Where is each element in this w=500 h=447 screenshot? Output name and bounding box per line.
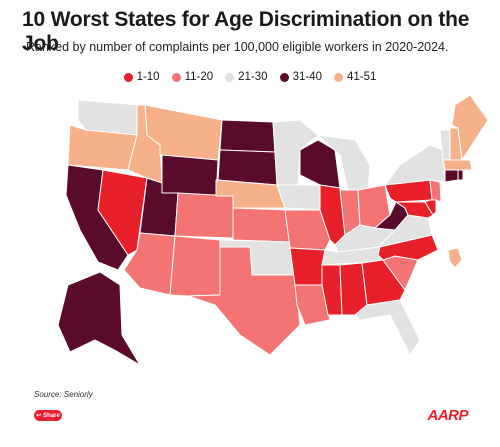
page-title: 10 Worst States for Age Discrimination o… bbox=[22, 8, 470, 55]
source-note: Source: Seniorly bbox=[34, 390, 93, 399]
map-legend: 1-10 11-20 21-30 31-40 41-51 bbox=[0, 71, 500, 83]
state-nm[interactable] bbox=[169, 235, 221, 297]
state-ak[interactable] bbox=[57, 271, 141, 366]
legend-label: 31-40 bbox=[292, 71, 322, 83]
legend-item: 21-30 bbox=[225, 71, 268, 83]
state-ny[interactable] bbox=[384, 144, 446, 186]
legend-label: 11-20 bbox=[184, 71, 214, 83]
state-ri[interactable] bbox=[457, 169, 464, 181]
state-la[interactable] bbox=[294, 284, 331, 326]
aarp-logo: AARP bbox=[427, 407, 468, 424]
state-me[interactable] bbox=[451, 94, 489, 161]
state-sd[interactable] bbox=[217, 149, 278, 186]
state-tx[interactable] bbox=[187, 246, 301, 356]
state-ia[interactable] bbox=[276, 184, 325, 211]
state-nv[interactable] bbox=[97, 169, 148, 256]
state-fl[interactable] bbox=[354, 299, 421, 356]
state-mo[interactable] bbox=[284, 209, 331, 251]
share-button[interactable]: ↩ Share bbox=[34, 410, 62, 421]
state-ms[interactable] bbox=[321, 264, 343, 316]
page-subtitle: Ranked by number of complaints per 100,0… bbox=[26, 40, 449, 54]
legend-label: 41-51 bbox=[347, 71, 377, 83]
share-icon: ↩ bbox=[36, 412, 42, 419]
state-co[interactable] bbox=[174, 192, 234, 239]
state-ga[interactable] bbox=[361, 259, 406, 306]
state-nd[interactable] bbox=[219, 119, 276, 153]
state-ks[interactable] bbox=[232, 207, 291, 243]
legend-swatch bbox=[123, 72, 133, 82]
share-label: Share bbox=[43, 412, 60, 419]
state-nc[interactable] bbox=[377, 234, 439, 261]
legend-item: 11-20 bbox=[171, 71, 214, 83]
legend-swatch bbox=[334, 72, 343, 82]
state-ct[interactable] bbox=[444, 169, 459, 183]
state-nj[interactable] bbox=[429, 179, 442, 203]
legend-swatch bbox=[279, 72, 289, 82]
legend-label: 21-30 bbox=[238, 71, 268, 83]
legend-item: 41-51 bbox=[334, 71, 376, 83]
state-ar[interactable] bbox=[289, 247, 326, 286]
state-hi[interactable] bbox=[447, 247, 463, 269]
legend-swatch bbox=[171, 72, 181, 82]
us-states-map bbox=[57, 94, 489, 366]
state-ma[interactable] bbox=[442, 159, 473, 171]
legend-label: 1-10 bbox=[136, 71, 160, 83]
legend-item: 1-10 bbox=[123, 71, 160, 83]
legend-swatch bbox=[225, 72, 235, 82]
legend-item: 31-40 bbox=[279, 71, 322, 83]
